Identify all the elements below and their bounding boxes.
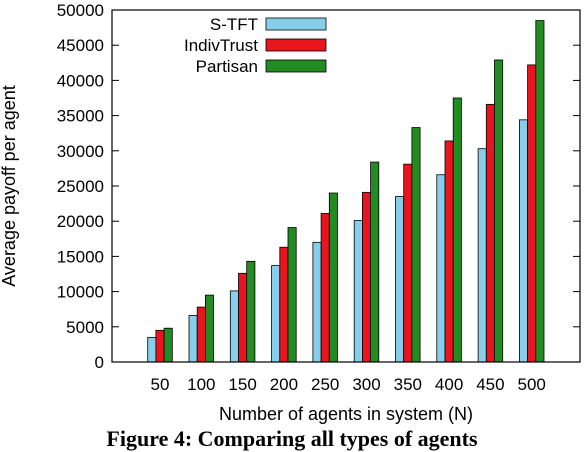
bar-indivtrust-50 (155, 329, 165, 363)
bar-s-tft-50 (147, 336, 157, 363)
plot-frame (111, 9, 581, 363)
bar-s-tft-450 (477, 148, 487, 363)
bar-indivtrust-400 (444, 140, 454, 363)
x-tick-label: 200 (270, 375, 298, 394)
bar-indivtrust-300 (361, 191, 371, 363)
bar-partisan-150 (246, 260, 256, 363)
bar-partisan-200 (287, 227, 297, 363)
bar-s-tft-400 (436, 174, 446, 363)
bar-partisan-350 (411, 127, 421, 363)
legend-swatch (265, 17, 327, 31)
bar-s-tft-350 (395, 196, 405, 363)
bars-layer (147, 20, 545, 363)
bar-partisan-400 (452, 97, 462, 363)
y-tick-label: 40000 (57, 71, 104, 90)
bar-indivtrust-350 (403, 163, 413, 363)
bar-partisan-300 (370, 161, 380, 363)
x-tick-label: 400 (435, 375, 463, 394)
bar-partisan-100 (204, 294, 214, 363)
y-tick-label: 30000 (57, 142, 104, 161)
legend-label: Partisan (196, 57, 258, 76)
bar-s-tft-500 (519, 119, 529, 363)
y-tick-label: 50000 (57, 1, 104, 20)
x-tick-label: 350 (394, 375, 422, 394)
figure-caption: Figure 4: Comparing all types of agents (106, 426, 478, 451)
bar-partisan-500 (535, 20, 545, 363)
legend-swatch (265, 59, 327, 73)
bar-s-tft-300 (353, 220, 363, 363)
x-axis: 50 100 150 200 250 300 350 400 450 500 (151, 375, 546, 394)
x-tick-label: 150 (228, 375, 256, 394)
legend-label: IndivTrust (184, 36, 258, 55)
bar-s-tft-100 (188, 315, 198, 363)
bar-s-tft-150 (229, 290, 239, 363)
x-tick-label: 450 (476, 375, 504, 394)
y-tick-label: 35000 (57, 107, 104, 126)
x-axis-title: Number of agents in system (N) (219, 404, 473, 424)
x-tick-label: 50 (151, 375, 170, 394)
y-tick-label: 10000 (57, 283, 104, 302)
x-tick-label: 300 (352, 375, 380, 394)
y-axis: 0 5000 10000 15000 20000 25000 30000 35000 40000… (57, 1, 580, 372)
bar-indivtrust-100 (196, 306, 206, 363)
bar-indivtrust-150 (238, 272, 248, 363)
bar-s-tft-250 (312, 241, 322, 363)
legend: S-TFT IndivTrust Partisan (184, 15, 327, 76)
y-tick-label: 15000 (57, 247, 104, 266)
x-tick-label: 250 (311, 375, 339, 394)
legend-swatch (265, 38, 327, 52)
y-tick-label: 5000 (66, 318, 104, 337)
bar-s-tft-200 (271, 265, 281, 363)
bar-indivtrust-500 (527, 64, 537, 363)
x-tick-label: 100 (187, 375, 215, 394)
bar-indivtrust-450 (485, 103, 495, 363)
bar-partisan-250 (328, 192, 338, 363)
x-tick-label: 500 (518, 375, 546, 394)
bar-chart: 0 5000 10000 15000 20000 25000 30000 35000 40000… (0, 1, 581, 424)
y-tick-label: 25000 (57, 177, 104, 196)
bar-indivtrust-200 (279, 246, 289, 363)
bar-indivtrust-250 (320, 213, 330, 363)
legend-label: S-TFT (210, 15, 258, 34)
y-tick-label: 0 (95, 353, 104, 372)
bar-partisan-50 (163, 327, 173, 363)
y-axis-title: Average payoff per agent (0, 85, 19, 287)
y-tick-label: 45000 (57, 36, 104, 55)
bar-partisan-450 (494, 59, 504, 363)
y-tick-label: 20000 (57, 212, 104, 231)
